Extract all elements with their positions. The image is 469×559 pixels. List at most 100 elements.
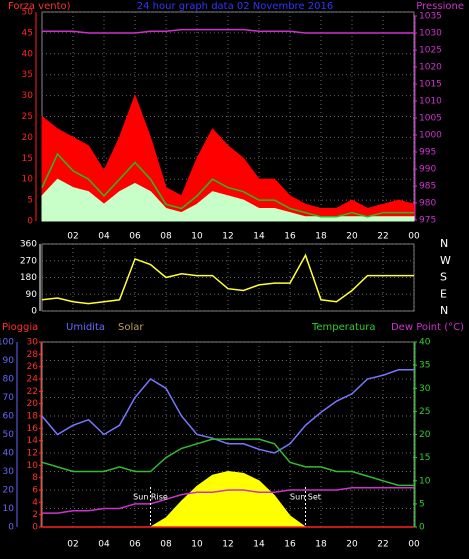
y2-tick-label: 25: [419, 407, 430, 417]
y2-tick-label: 1000: [419, 131, 442, 141]
y-tick-label: 15: [22, 154, 33, 164]
y-tick-label: 70: [3, 393, 15, 403]
x-tick-label: 16: [284, 232, 296, 242]
y2-tick-label: 1005: [419, 114, 442, 124]
y3-tick-label: 4: [32, 498, 38, 508]
y3-tick-label: 6: [32, 486, 38, 496]
y2-tick-label: 995: [419, 148, 436, 158]
y2-tick-label: 10: [419, 476, 431, 486]
left-label: Forza vento): [8, 1, 71, 12]
y-tick-label: 270: [20, 256, 37, 266]
y-tick-label: 360: [20, 240, 37, 250]
y3-tick-label: 16: [27, 424, 39, 434]
x-tick-label: 12: [222, 540, 233, 550]
y-tick-label: 40: [22, 49, 34, 59]
y-tick-label: 0: [27, 217, 33, 227]
y-tick-label: 50: [3, 430, 15, 440]
y3-tick-label: 18: [27, 412, 39, 422]
y2-tick-label: 990: [419, 165, 436, 175]
x-tick-label: 12: [222, 232, 233, 242]
y2-tick-label: 40: [419, 338, 431, 348]
y-tick-label: 50: [22, 8, 34, 18]
x-tick-label: 04: [98, 540, 110, 550]
y-tick-label: 40: [3, 449, 15, 459]
x-tick-label: 02: [67, 540, 78, 550]
dew-label: Dew Point (°C): [391, 322, 464, 333]
y2-tick-label: 1010: [419, 97, 442, 107]
y-tick-label: 35: [22, 70, 33, 80]
y3-tick-label: 8: [32, 473, 38, 483]
y2-tick-label: 1020: [419, 63, 442, 73]
y-tick-label: 10: [22, 175, 34, 185]
y-tick-label: 90: [26, 290, 38, 300]
y3-tick-label: 14: [27, 436, 39, 446]
y-tick-label: 10: [3, 504, 15, 514]
y2-tick-label: 15: [419, 453, 430, 463]
compass-label: S: [440, 271, 447, 284]
y3-tick-label: 20: [27, 399, 39, 409]
compass-label: N: [440, 237, 448, 250]
y2-tick-label: 0: [419, 523, 425, 533]
x-tick-label: 08: [160, 232, 172, 242]
annotation: Sun Rise: [133, 493, 168, 502]
x-tick-label: 14: [253, 232, 265, 242]
x-tick-label: 06: [129, 232, 141, 242]
y-tick-label: 30: [22, 91, 34, 101]
series-area: [41, 178, 415, 222]
y2-tick-label: 5: [419, 499, 425, 509]
x-tick-label: 20: [346, 540, 358, 550]
y3-tick-label: 28: [27, 350, 39, 360]
chart-title: 24 hour graph data 02 Novembre 2016: [137, 1, 333, 12]
rain-label: Pioggia: [2, 322, 38, 333]
y2-tick-label: 1035: [419, 12, 442, 22]
solar-label: Solar: [118, 322, 144, 333]
y-tick-label: 45: [22, 28, 33, 38]
y2-tick-label: 30: [419, 384, 431, 394]
y3-tick-label: 30: [27, 338, 39, 348]
y2-tick-label: 975: [419, 216, 436, 226]
compass-label: N: [440, 304, 448, 317]
y-tick-label: 25: [22, 112, 33, 122]
series-line: [42, 486, 414, 514]
series-line: [41, 253, 414, 305]
humidity-label: Umidita: [66, 322, 105, 333]
y-tick-label: 80: [3, 375, 15, 385]
y-tick-label: 100: [0, 338, 14, 348]
x-tick-label: 10: [191, 540, 203, 550]
y3-tick-label: 10: [27, 461, 39, 471]
x-tick-label: 14: [253, 540, 265, 550]
temp-label: Temperatura: [311, 322, 376, 333]
series-line: [42, 28, 414, 34]
compass-label: W: [440, 254, 451, 267]
y3-tick-label: 26: [27, 362, 39, 372]
x-tick-label: 06: [129, 540, 141, 550]
y3-tick-label: 24: [27, 375, 39, 385]
y2-tick-label: 20: [419, 430, 431, 440]
x-tick-label: 10: [191, 232, 203, 242]
x-tick-label: 22: [377, 232, 388, 242]
right-label: Pressione: [416, 1, 464, 12]
x-tick-label: 22: [377, 540, 388, 550]
compass-label: E: [440, 287, 447, 300]
y-tick-label: 180: [20, 273, 37, 283]
y-tick-label: 0: [31, 307, 37, 317]
x-tick-label: 16: [284, 540, 296, 550]
series-line: [41, 438, 414, 487]
y2-tick-label: 35: [419, 361, 430, 371]
y2-tick-label: 1015: [419, 80, 442, 90]
series-line: [41, 152, 414, 218]
y3-tick-label: 22: [27, 387, 38, 397]
y-tick-label: 90: [3, 356, 15, 366]
x-tick-label: 20: [346, 232, 358, 242]
y-tick-label: 0: [8, 523, 14, 533]
y-tick-label: 60: [3, 412, 15, 422]
y2-tick-label: 980: [419, 199, 436, 209]
x-tick-label: 08: [160, 540, 172, 550]
y-tick-label: 20: [3, 486, 15, 496]
x-tick-label: 04: [98, 232, 110, 242]
y-tick-label: 5: [27, 196, 33, 206]
y3-tick-label: 2: [32, 510, 38, 520]
y2-tick-label: 1025: [419, 46, 442, 56]
